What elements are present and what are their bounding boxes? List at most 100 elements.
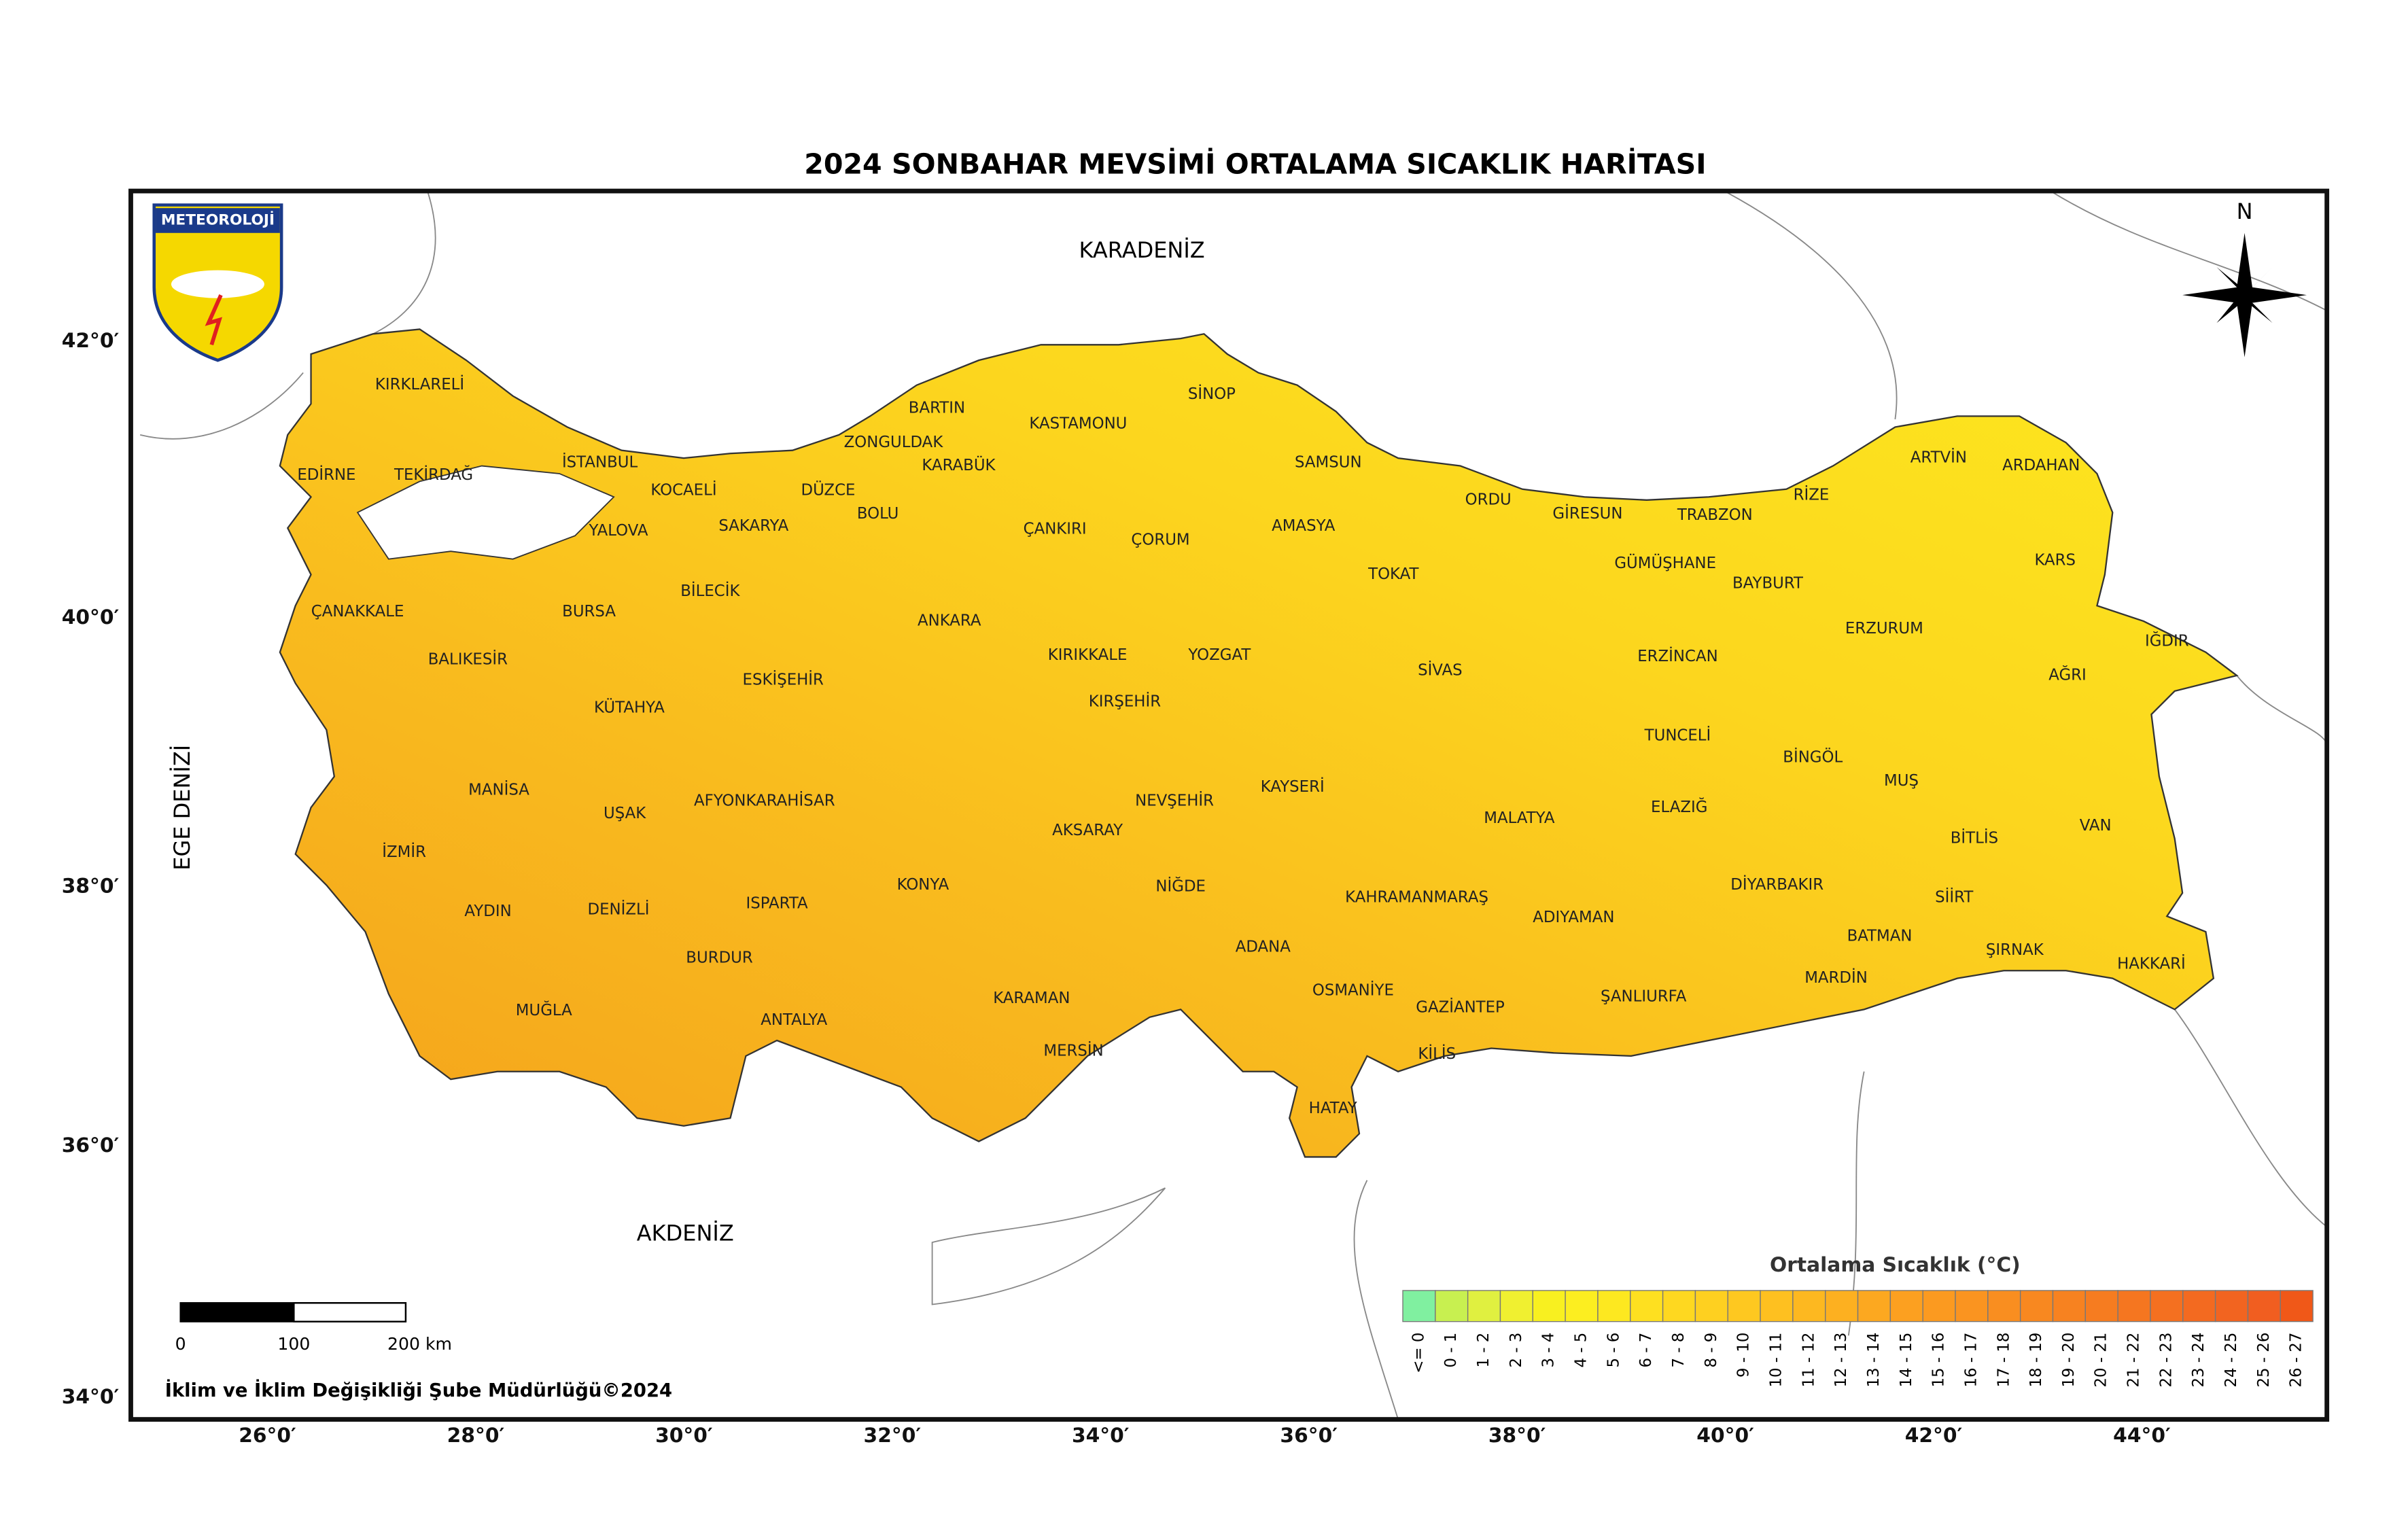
- province-label: NİĞDE: [1155, 876, 1206, 895]
- sea-label: KARADENİZ: [1079, 237, 1204, 263]
- province-label: BİNGÖL: [1783, 748, 1843, 767]
- legend-swatch: [2247, 1290, 2281, 1322]
- legend-label: 25 - 26: [2255, 1333, 2273, 1388]
- legend-swatch: [1727, 1290, 1761, 1322]
- province-label: KARAMAN: [993, 989, 1070, 1007]
- north-label: N: [2237, 198, 2253, 224]
- scale-label: 100: [277, 1334, 310, 1354]
- legend-label: 2 - 3: [1507, 1333, 1525, 1368]
- legend-swatch: [1922, 1290, 1956, 1322]
- scale-bar: [293, 1302, 407, 1322]
- province-label: KONYA: [897, 876, 949, 894]
- legend-swatch: [1694, 1290, 1728, 1322]
- legend-swatch: [1987, 1290, 2021, 1322]
- province-label: HAKKARİ: [2117, 954, 2186, 973]
- province-label: KARABÜK: [922, 455, 996, 474]
- province-label: MUŞ: [1884, 772, 1919, 790]
- province-label: VAN: [2080, 817, 2112, 835]
- province-label: AMASYA: [1272, 517, 1336, 535]
- province-label: KIRKLARELİ: [375, 374, 464, 393]
- province-label: BİTLİS: [1951, 828, 1998, 847]
- legend-swatch: [1955, 1290, 1989, 1322]
- longitude-label: 44°0′: [2113, 1424, 2171, 1448]
- province-label: UŞAK: [604, 805, 646, 822]
- province-label: DENİZLİ: [588, 900, 650, 919]
- legend-swatch: [1467, 1290, 1501, 1322]
- province-label: KAYSERİ: [1261, 777, 1325, 796]
- latitude-label: 40°0′: [62, 606, 120, 629]
- province-label: ISPARTA: [746, 894, 808, 912]
- longitude-label: 26°0′: [239, 1424, 296, 1448]
- province-label: ADANA: [1236, 938, 1291, 956]
- province-label: TRABZON: [1677, 506, 1753, 524]
- legend-swatch: [1499, 1290, 1533, 1322]
- title: 2024 SONBAHAR MEVSİMİ ORTALAMA SICAKLIK …: [804, 148, 1706, 181]
- province-label: BARTIN: [909, 399, 965, 417]
- province-label: OSMANİYE: [1312, 980, 1394, 999]
- sea-label: EGE DENİZİ: [169, 745, 195, 871]
- province-label: ŞIRNAK: [1986, 941, 2044, 959]
- province-label: YOZGAT: [1187, 646, 1251, 664]
- province-label: AFYONKARAHİSAR: [694, 791, 835, 810]
- longitude-label: 38°0′: [1488, 1424, 1546, 1448]
- longitude-label: 42°0′: [1905, 1424, 1963, 1448]
- province-label: MARDİN: [1804, 968, 1868, 987]
- scale-bar: [179, 1302, 407, 1322]
- legend-label: 24 - 25: [2222, 1333, 2240, 1388]
- legend-swatch: [1402, 1290, 1436, 1322]
- longitude-label: 32°0′: [864, 1424, 922, 1448]
- province-label: ESKİŞEHİR: [743, 669, 824, 688]
- legend-label: <= 0: [1410, 1333, 1427, 1373]
- legend-label: 10 - 11: [1767, 1333, 1785, 1388]
- province-label: EDİRNE: [297, 465, 355, 484]
- logo: METEOROLOJİ: [152, 203, 283, 362]
- province-label: KİLİS: [1418, 1044, 1456, 1063]
- province-label: BATMAN: [1847, 927, 1913, 945]
- legend-swatch: [1857, 1290, 1891, 1322]
- province-label: BAYBURT: [1732, 575, 1804, 593]
- longitude-label: 36°0′: [1280, 1424, 1338, 1448]
- province-label: DÜZCE: [801, 480, 856, 499]
- legend-label: 0 - 1: [1442, 1333, 1460, 1368]
- province-label: ÇORUM: [1131, 531, 1189, 549]
- province-label: MALATYA: [1484, 809, 1555, 827]
- legend-swatch: [1825, 1290, 1859, 1322]
- legend-label: 16 - 17: [1962, 1333, 1980, 1388]
- province-label: SİNOP: [1188, 384, 1236, 403]
- legend-label: 26 - 27: [2288, 1333, 2305, 1388]
- legend-label: 13 - 14: [1865, 1333, 1883, 1388]
- legend-label: 7 - 8: [1670, 1333, 1688, 1368]
- compass: [2182, 232, 2307, 357]
- province-label: TUNCELİ: [1644, 726, 1711, 745]
- latitude-label: 36°0′: [62, 1134, 120, 1157]
- province-label: KIRIKKALE: [1048, 646, 1128, 664]
- legend-swatch: [2280, 1290, 2314, 1322]
- province-label: SİVAS: [1418, 661, 1463, 680]
- legend-swatch: [1435, 1290, 1469, 1322]
- credit: İklim ve İklim Değişikliği Şube Müdürlüğ…: [165, 1380, 672, 1401]
- legend-label: 5 - 6: [1605, 1333, 1622, 1368]
- province-label: KIRŞEHİR: [1089, 691, 1161, 710]
- province-label: SAKARYA: [718, 517, 788, 535]
- province-label: ARTVİN: [1910, 448, 1967, 467]
- province-label: MUĞLA: [516, 1000, 572, 1019]
- marmara-sea: [356, 465, 615, 560]
- province-label: HATAY: [1309, 1100, 1357, 1117]
- legend-swatch: [2019, 1290, 2054, 1322]
- province-label: TEKİRDAĞ: [394, 465, 473, 484]
- province-label: BALIKESİR: [428, 650, 508, 669]
- legend-swatch: [2150, 1290, 2184, 1322]
- province-label: YALOVA: [588, 522, 648, 540]
- province-label: KAHRAMANMARAŞ: [1345, 888, 1488, 906]
- province-label: GİRESUN: [1552, 504, 1622, 523]
- legend-label: 23 - 24: [2190, 1333, 2208, 1388]
- province-label: ŞANLIURFA: [1601, 988, 1687, 1006]
- province-label: MANİSA: [468, 780, 529, 799]
- province-label: MERSİN: [1043, 1041, 1103, 1060]
- province-label: BURDUR: [686, 949, 753, 966]
- province-label: KOCAELİ: [650, 480, 716, 499]
- province-label: KARS: [2034, 551, 2076, 569]
- province-label: ORDU: [1465, 491, 1512, 508]
- province-label: BOLU: [857, 505, 899, 523]
